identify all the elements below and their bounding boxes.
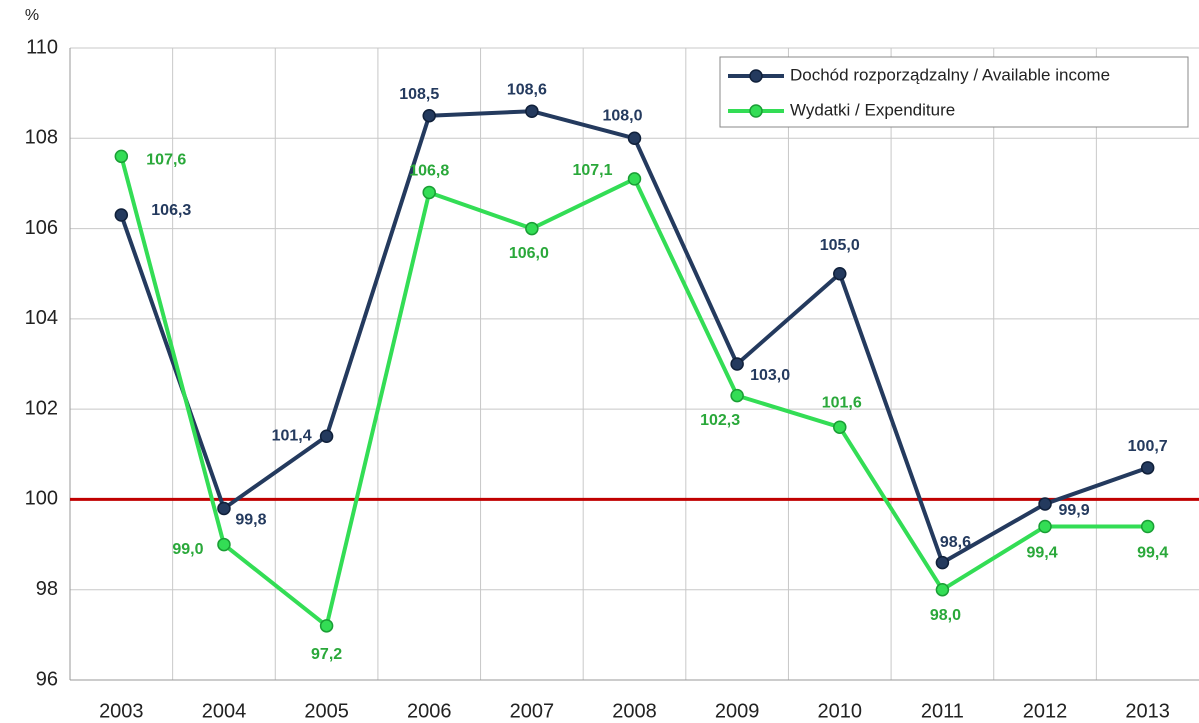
y-tick-label: 98 [36,578,58,600]
data-point [1140,519,1155,534]
x-tick-label: 2006 [407,700,452,722]
x-tick-label: 2004 [202,700,247,722]
legend-marker [749,104,763,118]
y-tick-label: 110 [26,36,58,58]
data-point [730,388,744,403]
data-point [525,104,539,118]
data-point [1140,461,1155,475]
x-tick-label: 2003 [99,700,144,722]
y-tick-label: 108 [25,127,58,149]
data-label: 101,4 [272,427,312,444]
legend-box [719,56,1189,128]
y-tick-label: 96 [36,668,58,690]
data-label: 98,0 [930,607,961,624]
data-label: 106,0 [509,245,549,262]
data-point [1038,519,1052,534]
x-tick-label: 2005 [304,700,349,722]
data-point [422,185,436,200]
data-label: 99,0 [172,541,203,558]
data-label: 107,1 [572,162,612,179]
x-tick-label: 2013 [1125,700,1170,722]
data-point [627,172,642,186]
data-label: 102,3 [700,412,740,429]
data-point [114,208,129,222]
data-point [114,149,129,164]
y-tick-label: 106 [25,217,58,239]
y-tick-label: 104 [25,307,58,329]
x-tick-label: 2011 [921,700,964,722]
x-tick-label: 2008 [612,700,657,722]
y-tick-label: 100 [25,488,58,510]
data-point [1038,497,1052,511]
data-label: 108,0 [602,108,642,125]
legend-label: Dochód rozporządzalny / Available income [790,65,1110,84]
data-point [730,357,744,371]
data-point [833,420,847,434]
y-axis-label: % [25,7,39,24]
data-label: 108,6 [507,81,547,98]
data-label: 103,0 [750,367,790,384]
data-point [319,429,334,443]
data-point [217,537,231,552]
data-point [319,619,334,633]
data-point [627,131,642,146]
legend-label: Wydatki / Expenditure [790,100,955,119]
x-tick-label: 2010 [818,700,863,722]
data-label: 105,0 [820,237,860,254]
data-point [833,266,847,281]
data-label: 99,9 [1058,502,1089,519]
data-point [217,501,231,516]
data-point [935,582,950,597]
data-label: 98,6 [940,534,971,551]
data-label: 100,7 [1128,438,1168,455]
data-point [422,108,436,123]
data-label: 101,6 [822,394,862,411]
data-label: 106,8 [409,163,449,180]
data-point [525,221,539,236]
data-label: 99,8 [235,512,266,529]
legend-marker [749,69,763,83]
data-label: 106,3 [151,202,191,219]
x-tick-label: 2009 [715,700,760,722]
x-tick-label: 2007 [510,700,555,722]
data-point [935,555,950,570]
data-label: 107,6 [146,152,186,169]
data-label: 99,4 [1026,545,1057,562]
data-label: 99,4 [1137,545,1168,562]
data-label: 97,2 [311,646,342,663]
x-tick-label: 2012 [1023,700,1068,722]
data-label: 108,5 [399,86,439,103]
y-tick-label: 102 [25,397,58,419]
